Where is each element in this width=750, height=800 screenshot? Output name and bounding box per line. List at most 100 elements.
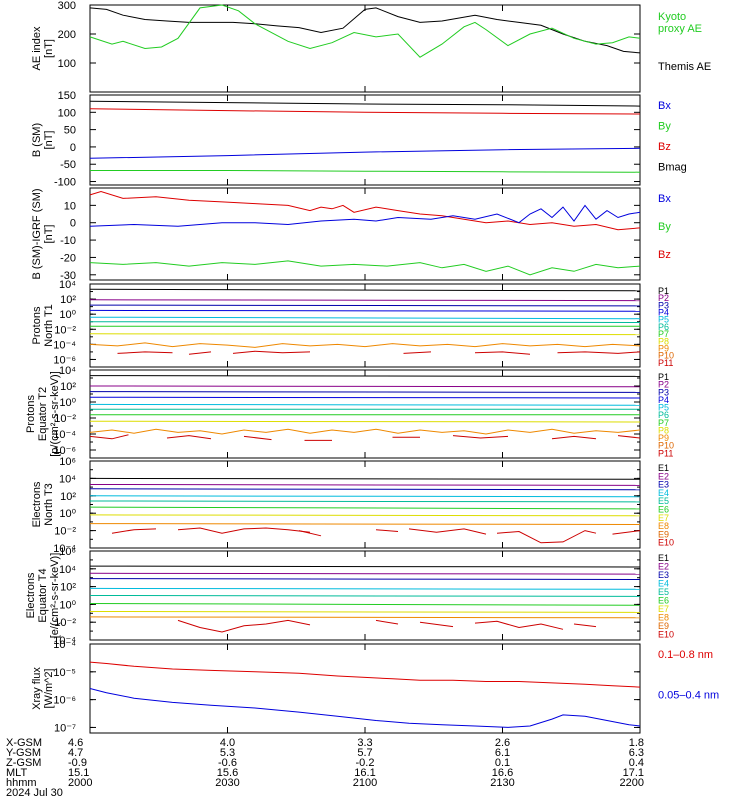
legend-entry: Bz bbox=[658, 249, 671, 261]
series-line-purple bbox=[89, 299, 641, 302]
y-tick-label: 10⁻² bbox=[54, 413, 76, 425]
legend-entry: P9 bbox=[658, 433, 669, 443]
series-line-darkred bbox=[375, 619, 399, 625]
legend-entry: E10 bbox=[658, 630, 674, 640]
series-line-darkred bbox=[474, 620, 564, 630]
series-line-lime bbox=[89, 603, 641, 606]
legend-entry: E8 bbox=[658, 521, 669, 531]
legend-entry: E9 bbox=[658, 621, 669, 631]
series-line-red bbox=[89, 661, 641, 688]
y-axis-label: ElectronsEquator T4[e/(cm²-s-sr-keV)] bbox=[25, 553, 61, 639]
legend-entry: P9 bbox=[658, 343, 669, 353]
series-line-cyan bbox=[89, 495, 641, 498]
legend-entry: P10 bbox=[658, 441, 674, 451]
legend-entry: P2 bbox=[658, 380, 669, 390]
footer-value: 5.7 bbox=[357, 747, 372, 759]
y-tick-label: 10⁰ bbox=[59, 309, 76, 321]
series-line-darkred bbox=[111, 528, 157, 534]
footer-row-label: Y-GSM bbox=[6, 747, 41, 759]
series-line-orange bbox=[89, 342, 641, 348]
series-line-red bbox=[89, 108, 641, 115]
y-tick-label: 10⁶ bbox=[59, 546, 76, 558]
legend-entry: E2 bbox=[658, 562, 669, 572]
y-tick-label: 100 bbox=[58, 58, 76, 70]
y-tick-label: 10⁻⁶ bbox=[53, 695, 76, 707]
series-line-darkred bbox=[166, 435, 212, 440]
footer-value: 4.7 bbox=[68, 747, 83, 759]
series-line-cyan bbox=[89, 316, 641, 320]
y-tick-label: 0 bbox=[70, 218, 76, 230]
series-line-darkred bbox=[177, 619, 311, 633]
legend-entry: P3 bbox=[658, 387, 669, 397]
y-tick-label: 10⁰ bbox=[59, 599, 76, 611]
legend-entry: P6 bbox=[658, 410, 669, 420]
footer-row-label: Z-GSM bbox=[6, 757, 41, 769]
series-line-yellow bbox=[89, 514, 641, 517]
legend-entry: E7 bbox=[658, 604, 669, 614]
series-line-blue bbox=[89, 147, 641, 159]
series-line-darkred bbox=[474, 351, 531, 355]
legend-entry: proxy AE bbox=[658, 23, 702, 35]
series-line-darkred bbox=[232, 350, 311, 354]
y-tick-label: -10 bbox=[60, 235, 76, 247]
legend-entry: 0.05–0.4 nm bbox=[658, 690, 719, 702]
legend-entry: E1 bbox=[658, 553, 669, 563]
y-tick-label: 10⁻⁵ bbox=[53, 667, 76, 679]
series-line-black bbox=[89, 375, 641, 377]
footer-value: 6.1 bbox=[495, 747, 510, 759]
footer-value: 16.6 bbox=[492, 767, 513, 779]
legend-entry: 0.1–0.8 nm bbox=[658, 649, 713, 661]
y-tick-label: 10⁻⁴ bbox=[53, 639, 76, 651]
legend-entry: By bbox=[658, 221, 671, 233]
series-line-darkred bbox=[117, 351, 173, 354]
series-line-black bbox=[89, 288, 641, 292]
y-tick-label: 0 bbox=[70, 142, 76, 154]
panel-frame bbox=[89, 369, 641, 459]
y-axis-label: AE index[nT] bbox=[31, 26, 55, 71]
legend-entry: P1 bbox=[658, 372, 669, 382]
y-tick-label: 150 bbox=[58, 90, 76, 102]
series-line-purple bbox=[89, 385, 641, 388]
footer-value: 17.1 bbox=[623, 767, 644, 779]
y-tick-label: 10⁴ bbox=[59, 365, 76, 377]
legend-entry: P7 bbox=[658, 329, 669, 339]
legend-entry: E7 bbox=[658, 513, 669, 523]
legend-entry: E3 bbox=[658, 570, 669, 580]
legend-entry: P5 bbox=[658, 315, 669, 325]
legend-entry: P10 bbox=[658, 351, 674, 361]
series-line-cyan bbox=[89, 587, 641, 590]
y-tick-label: 10⁻⁷ bbox=[54, 722, 76, 734]
footer-value: 1.8 bbox=[629, 737, 644, 749]
footer-value: 4.0 bbox=[220, 737, 235, 749]
series-line-yellow bbox=[89, 420, 641, 423]
series-line-teal bbox=[89, 595, 641, 597]
series-line-teal bbox=[89, 500, 641, 503]
y-tick-label: 10⁴ bbox=[59, 473, 76, 485]
series-line-purple bbox=[89, 484, 641, 486]
footer-row-label: X-GSM bbox=[6, 737, 42, 749]
legend-entry: P8 bbox=[658, 425, 669, 435]
legend-entry: P5 bbox=[658, 403, 669, 413]
series-line-lime bbox=[89, 506, 641, 510]
panel-frame bbox=[89, 460, 641, 549]
y-tick-label: 10² bbox=[60, 491, 76, 503]
legend-entry: P3 bbox=[658, 300, 669, 310]
series-line-orange bbox=[89, 616, 641, 619]
footer-value: 0.1 bbox=[495, 757, 510, 769]
series-line-navy bbox=[89, 304, 641, 307]
footer-value: 2100 bbox=[353, 777, 377, 789]
footer-row-label: 2024 Jul 30 bbox=[6, 787, 63, 799]
y-tick-label: -30 bbox=[60, 270, 76, 282]
y-axis-label: B (SM)-IGRF (SM)[nT] bbox=[31, 188, 55, 279]
legend-entry: E6 bbox=[658, 505, 669, 515]
series-line-navy bbox=[89, 578, 641, 580]
legend-entry: E5 bbox=[658, 496, 669, 506]
footer-value: 2200 bbox=[620, 777, 644, 789]
legend-entry: Bx bbox=[658, 100, 671, 112]
y-tick-label: 10⁴ bbox=[59, 279, 76, 291]
